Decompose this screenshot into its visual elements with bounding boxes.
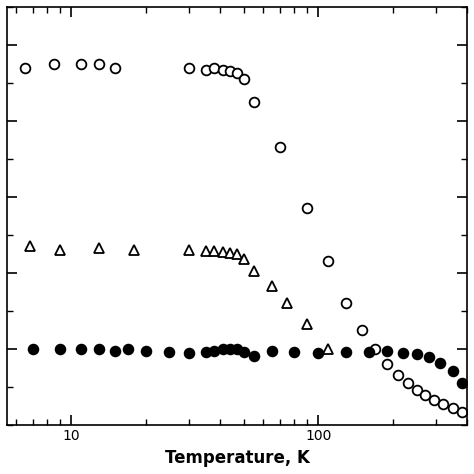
X-axis label: Temperature, K: Temperature, K [164,449,310,467]
